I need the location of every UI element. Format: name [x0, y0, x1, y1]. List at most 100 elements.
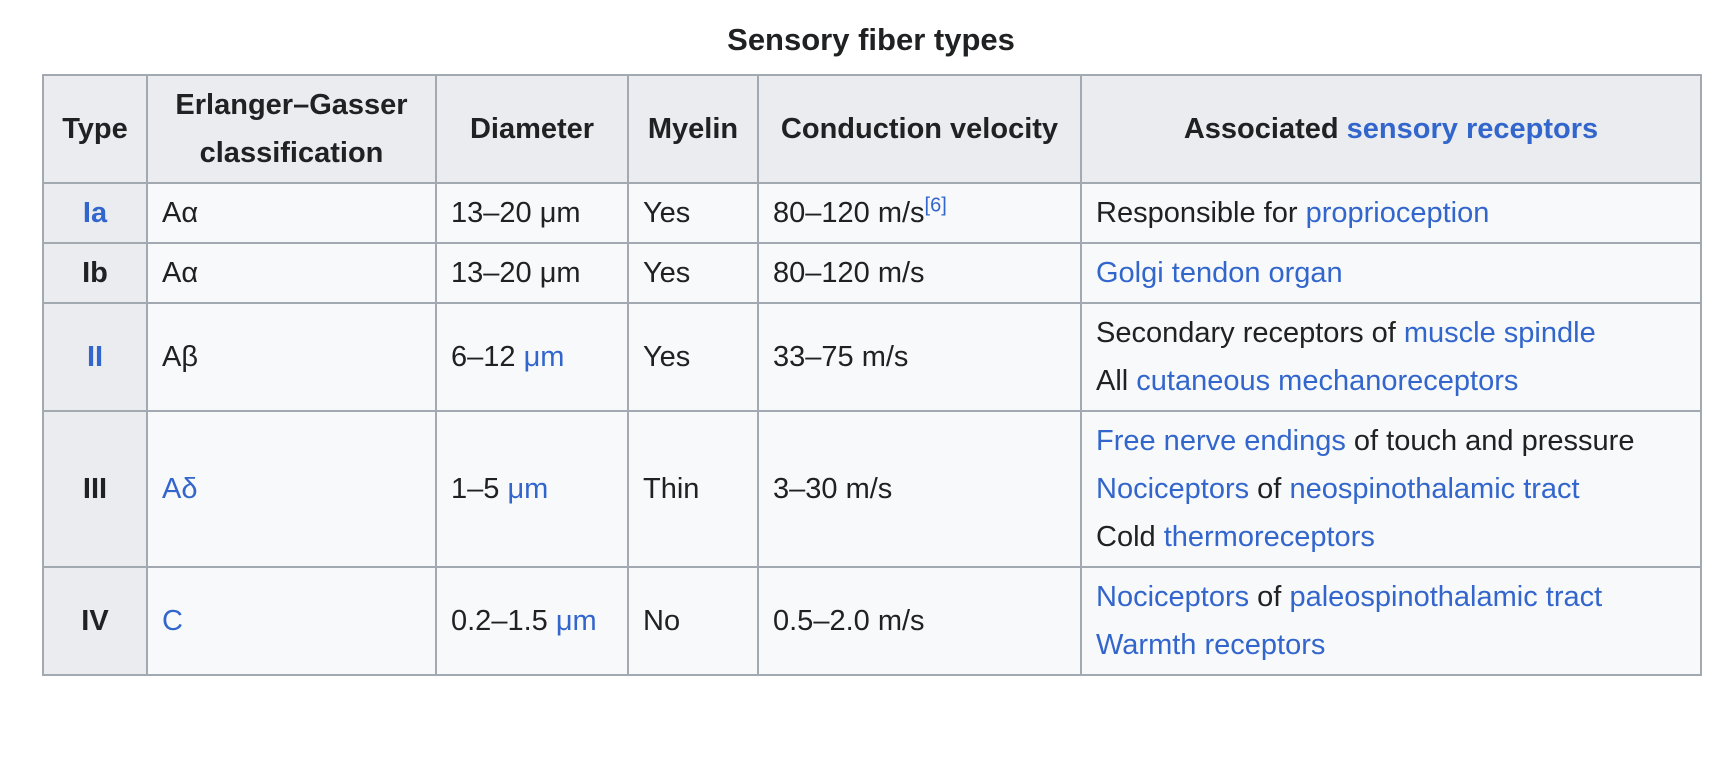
- text-segment: Aα: [162, 197, 199, 229]
- receptor-line: Nociceptors of neospinothalamic tract: [1096, 465, 1686, 513]
- text-segment: All: [1096, 365, 1137, 397]
- table-row: Ia Aα 13–20 μm Yes 80–120 m/s[6] Responsible …: [42, 182, 1702, 244]
- wiki-link[interactable]: C: [162, 605, 183, 637]
- receptor-line: Secondary receptors of muscle spindle: [1096, 309, 1686, 357]
- wiki-link[interactable]: μm: [507, 473, 549, 505]
- cell-velocity: 80–120 m/s: [757, 242, 1082, 304]
- text-segment: Aα: [162, 257, 199, 289]
- cell-velocity: 3–30 m/s: [757, 410, 1082, 568]
- text-segment: of: [1249, 581, 1290, 613]
- cell-diameter: 13–20 μm: [435, 182, 629, 244]
- text-segment: of touch and pressure: [1345, 425, 1635, 457]
- text-segment: 80–120 m/s: [773, 257, 925, 289]
- cell-classification: Aδ: [146, 410, 437, 568]
- wiki-link[interactable]: cutaneous mechanoreceptors: [1136, 365, 1519, 397]
- reference-superscript: [6]: [925, 194, 947, 216]
- column-header-receptors: Associated sensory receptors: [1080, 74, 1702, 184]
- cell-myelin: Thin: [627, 410, 759, 568]
- text-segment: Erlanger–Gasser classification: [175, 89, 408, 169]
- cell-classification: C: [146, 566, 437, 676]
- cell-type: Ib: [42, 242, 148, 304]
- wiki-link[interactable]: Nociceptors: [1096, 473, 1250, 505]
- receptor-line: Warmth receptors: [1096, 621, 1686, 669]
- wiki-link[interactable]: proprioception: [1305, 197, 1490, 229]
- wiki-link[interactable]: paleospinothalamic tract: [1289, 581, 1603, 613]
- cell-diameter: 1–5 μm: [435, 410, 629, 568]
- receptor-line: Responsible for proprioception: [1096, 189, 1686, 237]
- wiki-link[interactable]: Aδ: [162, 473, 198, 505]
- cell-diameter: 13–20 μm: [435, 242, 629, 304]
- cell-velocity: 0.5–2.0 m/s: [757, 566, 1082, 676]
- text-segment: Conduction velocity: [780, 113, 1059, 145]
- text-segment: of: [1249, 473, 1290, 505]
- table-caption: Sensory fiber types: [727, 22, 1015, 57]
- table-row: Ib Aα 13–20 μm Yes 80–120 m/s Golgi tendon or…: [42, 242, 1702, 304]
- column-header-diameter: Diameter: [435, 74, 629, 184]
- cell-receptors: Secondary receptors of muscle spindle All…: [1080, 302, 1702, 412]
- cell-classification: Aα: [146, 182, 437, 244]
- cell-receptors: Free nerve endings of touch and pressure…: [1080, 410, 1702, 568]
- text-segment: No: [643, 605, 681, 637]
- column-header-classification: Erlanger–Gasser classification: [146, 74, 437, 184]
- wiki-link[interactable]: Nociceptors: [1096, 581, 1250, 613]
- text-segment: Yes: [643, 257, 691, 289]
- text-segment: Responsible for: [1096, 197, 1306, 229]
- wiki-link[interactable]: neospinothalamic tract: [1289, 473, 1580, 505]
- text-segment: 13–20 μm: [451, 257, 581, 289]
- text-segment: Yes: [643, 341, 691, 373]
- cell-diameter: 0.2–1.5 μm: [435, 566, 629, 676]
- receptor-line: Cold thermoreceptors: [1096, 513, 1686, 561]
- wiki-link[interactable]: sensory receptors: [1346, 113, 1599, 145]
- wiki-link[interactable]: muscle spindle: [1403, 317, 1596, 349]
- cell-classification: Aβ: [146, 302, 437, 412]
- text-segment: 6–12: [451, 341, 524, 373]
- text-segment: Type: [62, 113, 128, 145]
- cell-type: III: [42, 410, 148, 568]
- text-segment: 0.5–2.0 m/s: [773, 605, 925, 637]
- text-segment: III: [82, 473, 108, 505]
- wiki-link[interactable]: Free nerve endings: [1096, 425, 1346, 457]
- cell-receptors: Nociceptors of paleospinothalamic tract W…: [1080, 566, 1702, 676]
- cell-receptors: Golgi tendon organ: [1080, 242, 1702, 304]
- receptor-line: Golgi tendon organ: [1096, 249, 1686, 297]
- cell-type: II: [42, 302, 148, 412]
- cell-velocity: 33–75 m/s: [757, 302, 1082, 412]
- text-segment: Aβ: [162, 341, 199, 373]
- table-row: III Aδ 1–5 μm Thin 3–30 m/s Free nerve ending…: [42, 410, 1702, 568]
- wiki-link[interactable]: Warmth receptors: [1096, 629, 1326, 661]
- text-segment: Diameter: [469, 113, 595, 145]
- text-segment: 33–75 m/s: [773, 341, 909, 373]
- table-row: II Aβ 6–12 μm Yes 33–75 m/s Secondary recepto…: [42, 302, 1702, 412]
- wiki-link[interactable]: thermoreceptors: [1163, 521, 1375, 553]
- cell-myelin: No: [627, 566, 759, 676]
- cell-myelin: Yes: [627, 182, 759, 244]
- text-segment: 0.2–1.5: [451, 605, 556, 637]
- wiki-link[interactable]: μm: [523, 341, 565, 373]
- wiki-link[interactable]: μm: [555, 605, 597, 637]
- receptor-line: Free nerve endings of touch and pressure: [1096, 417, 1686, 465]
- cell-diameter: 6–12 μm: [435, 302, 629, 412]
- cell-myelin: Yes: [627, 242, 759, 304]
- text-segment: Yes: [643, 197, 691, 229]
- text-segment: Thin: [643, 473, 700, 505]
- text-segment: IV: [81, 605, 109, 637]
- wiki-link[interactable]: Golgi tendon organ: [1096, 257, 1343, 289]
- cell-type: Ia: [42, 182, 148, 244]
- article-table-section: Sensory fiber types Type Erlanger–Gasser …: [42, 20, 1702, 676]
- text-segment: Secondary receptors of: [1096, 317, 1404, 349]
- cell-classification: Aα: [146, 242, 437, 304]
- text-segment: Ib: [82, 257, 108, 289]
- wiki-link[interactable]: II: [86, 341, 104, 373]
- text-segment: 1–5: [451, 473, 508, 505]
- cell-type: IV: [42, 566, 148, 676]
- table-row: IV C 0.2–1.5 μm No 0.5–2.0 m/s Nociceptors of…: [42, 566, 1702, 676]
- text-segment: Associated: [1183, 113, 1347, 145]
- wiki-link[interactable]: Ia: [82, 197, 108, 229]
- cell-myelin: Yes: [627, 302, 759, 412]
- text-segment: Cold: [1096, 521, 1164, 553]
- text-segment: Myelin: [647, 113, 739, 145]
- wiki-link[interactable]: [6]: [924, 194, 947, 217]
- receptor-line: Nociceptors of paleospinothalamic tract: [1096, 573, 1686, 621]
- column-header-myelin: Myelin: [627, 74, 759, 184]
- cell-velocity: 80–120 m/s[6]: [757, 182, 1082, 244]
